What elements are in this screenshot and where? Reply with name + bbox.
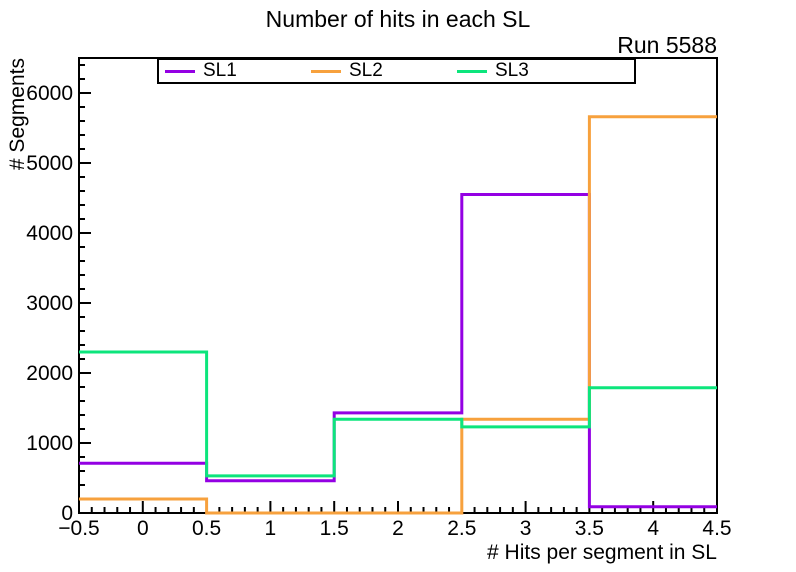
y-tick-label: 5000 [26,152,73,175]
legend-item-sl3: SL3 [457,60,529,82]
run-number-label: Run 5588 [617,32,717,58]
y-axis-title: # Segments [6,58,29,170]
plot-frame [78,57,718,514]
y-tick-label: 4000 [26,222,73,245]
legend-label-sl2: SL2 [349,60,383,81]
x-tick-label: 4 [647,517,659,540]
y-tick-label: 0 [61,502,73,525]
x-tick-label: 0 [137,517,149,540]
legend-item-sl1: SL1 [165,60,237,82]
x-tick-label: 1.5 [320,517,349,540]
x-tick-label: 2 [392,517,404,540]
x-tick-label: 4.5 [702,517,731,540]
series-sl3 [79,350,717,478]
x-axis-title: # Hits per segment in SL [487,541,717,564]
legend-label-sl1: SL1 [203,60,237,81]
legend-box: SL1 SL2 SL3 [157,58,636,84]
legend-swatch-sl1 [165,69,195,73]
series-sl2 [79,115,717,515]
y-tick-label: 3000 [26,292,73,315]
x-tick-label: 1 [265,517,277,540]
legend-item-sl2: SL2 [311,60,383,82]
x-tick-label: 2.5 [447,517,476,540]
legend-label-sl3: SL3 [495,60,529,81]
y-tick-label: 1000 [26,432,73,455]
legend-swatch-sl3 [457,69,487,73]
x-tick-label: 0.5 [192,517,221,540]
x-tick-label: 3.5 [575,517,604,540]
chart-title: Number of hits in each SL [265,6,531,32]
x-tick-label: 3 [520,517,532,540]
x-tick-label: −0.5 [58,517,99,540]
y-tick-label: 6000 [26,82,73,105]
legend-swatch-sl2 [311,69,341,73]
y-tick-label: 2000 [26,362,73,385]
